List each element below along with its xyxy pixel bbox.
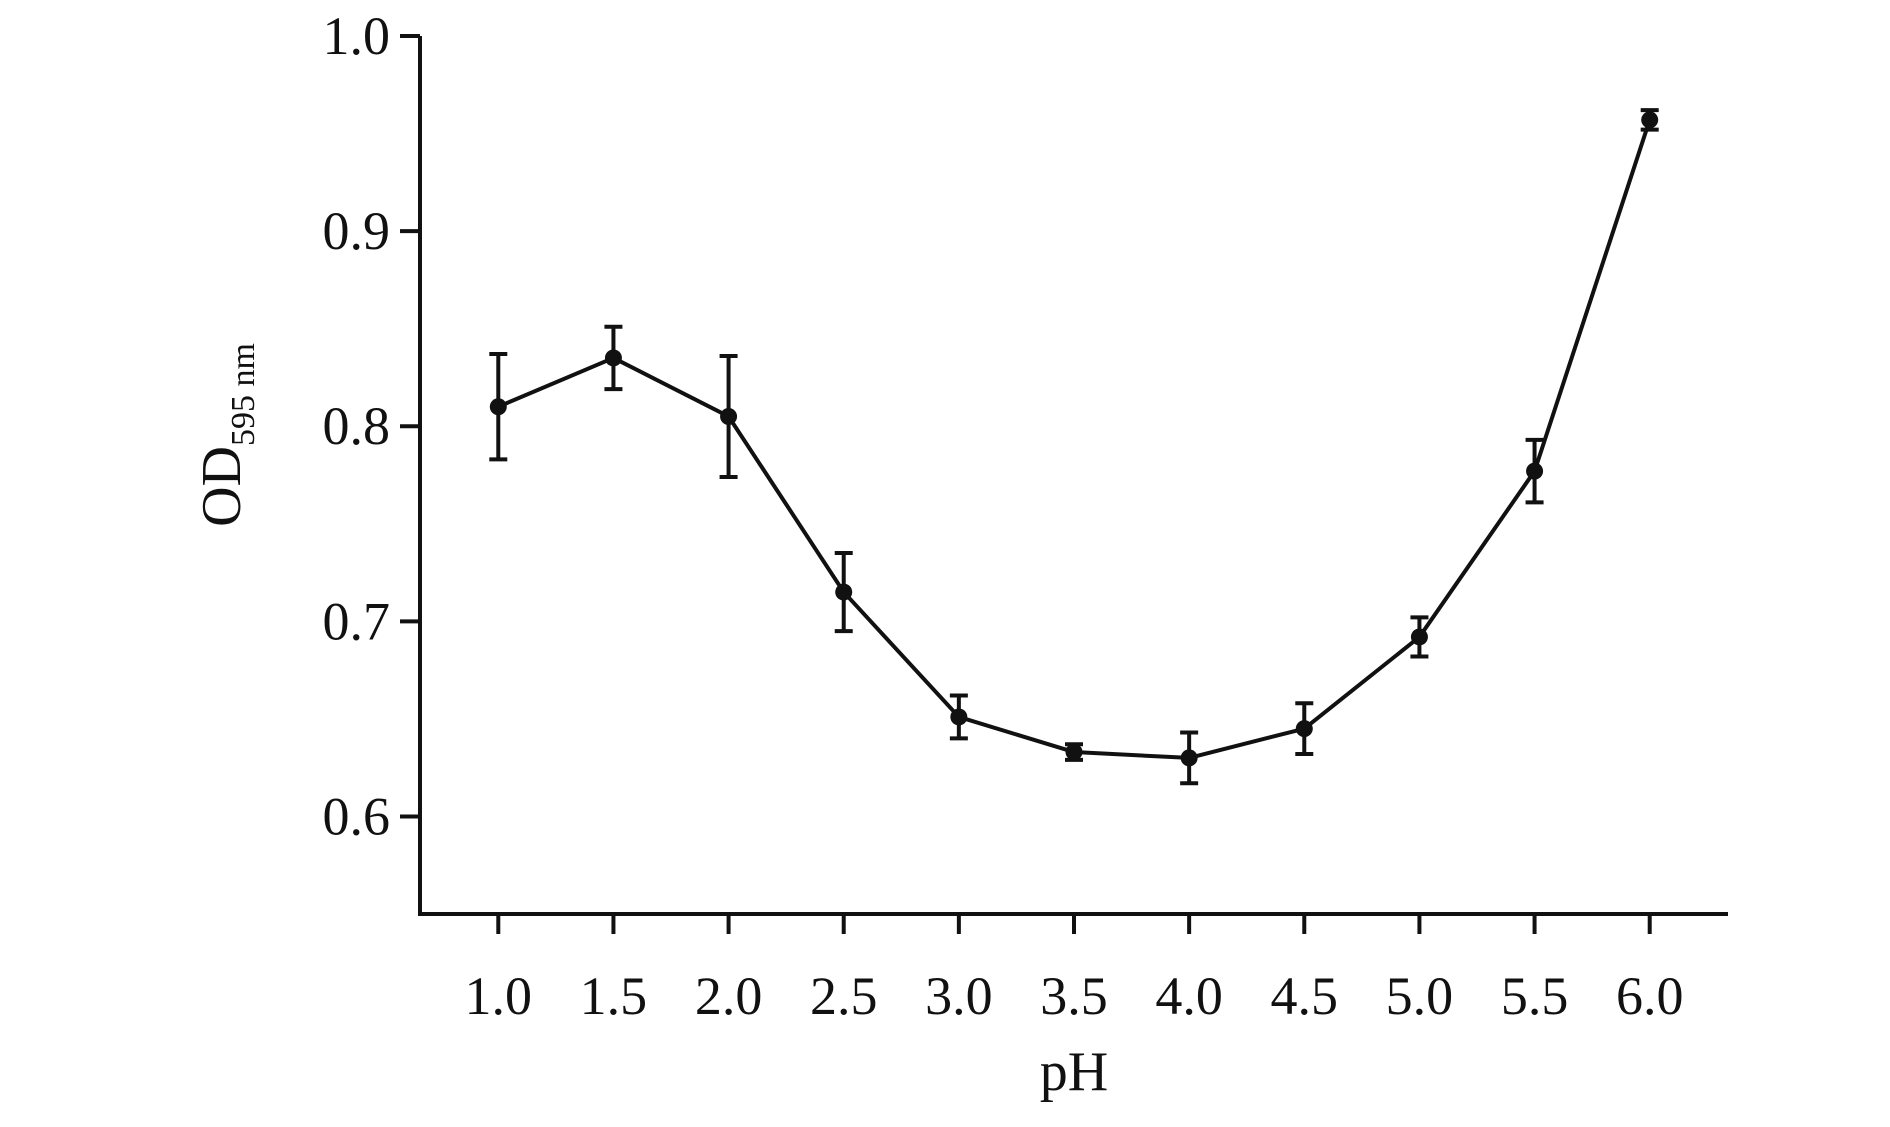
- data-point: [1180, 749, 1198, 767]
- x-tick-label: 4.5: [1271, 966, 1339, 1026]
- y-tick-label: 0.7: [323, 591, 391, 651]
- data-point: [604, 349, 622, 367]
- data-point: [1641, 111, 1659, 129]
- x-tick-label: 4.0: [1155, 966, 1223, 1026]
- data-series: [489, 108, 1659, 786]
- x-tick-label: 6.0: [1616, 966, 1684, 1026]
- x-tick-label: 1.5: [580, 966, 648, 1026]
- y-tick-label: 0.6: [323, 786, 391, 846]
- y-tick-label: 0.9: [323, 201, 391, 261]
- y-axis-title-main: OD: [191, 446, 253, 527]
- data-point: [1526, 462, 1544, 480]
- data-point: [720, 407, 738, 425]
- y-axis-title-subscript: 595 nm: [225, 343, 262, 446]
- x-ticks: 1.0 1.5 2.0 2.5 3.0 3.5 4.0 4.5 5.0 5.5 6.0: [465, 914, 1684, 1026]
- x-tick-label: 2.5: [810, 966, 878, 1026]
- data-point: [1295, 720, 1313, 738]
- x-tick-label: 3.0: [925, 966, 993, 1026]
- series-line: [497, 119, 1652, 760]
- y-ticks: 0.6 0.7 0.8 0.9 1.0: [323, 6, 420, 846]
- x-tick-label: 1.0: [465, 966, 533, 1026]
- x-axis-title: pH: [1040, 1041, 1108, 1103]
- y-tick-label: 1.0: [323, 6, 391, 66]
- x-tick-label: 5.5: [1501, 966, 1569, 1026]
- data-point: [1065, 743, 1083, 761]
- data-point: [950, 708, 968, 726]
- x-tick-label: 3.5: [1040, 966, 1108, 1026]
- x-tick-label: 5.0: [1386, 966, 1454, 1026]
- data-point: [489, 398, 507, 416]
- data-point: [835, 583, 853, 601]
- y-tick-label: 0.8: [323, 396, 391, 456]
- data-point: [1410, 628, 1428, 646]
- x-tick-label: 2.0: [695, 966, 763, 1026]
- y-axis-title: OD595 nm: [191, 343, 262, 527]
